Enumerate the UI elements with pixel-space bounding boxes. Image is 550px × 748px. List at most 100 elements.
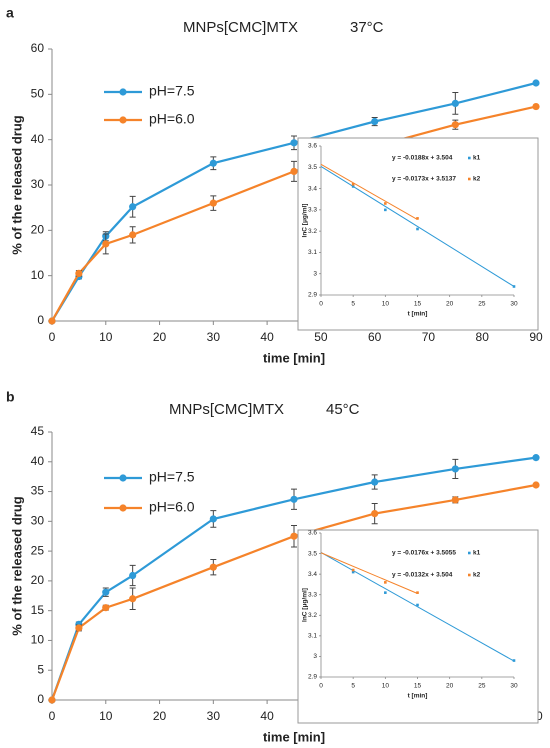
y-tick-label: 40: [31, 132, 45, 146]
panel-label: a: [6, 5, 14, 21]
legend-label: pH=6.0: [149, 111, 195, 127]
inset-legend-label: k2: [473, 572, 481, 579]
data-point: [451, 99, 459, 107]
y-tick-label: 10: [31, 268, 45, 282]
data-point: [129, 571, 137, 580]
inset-x-tick-label: 30: [510, 683, 518, 690]
inset-y-tick-label: 3.6: [308, 530, 317, 537]
x-tick-label: 40: [260, 330, 274, 344]
chart-title: MNPs[CMC]MTX: [183, 19, 298, 36]
inset-y-axis-label: lnC [μg/ml]: [302, 204, 309, 238]
inset-legend-label: k1: [473, 550, 481, 557]
inset-x-tick-label: 20: [446, 301, 454, 308]
x-tick-label: 10: [99, 330, 113, 344]
legend-marker: [119, 474, 127, 482]
inset-x-tick-label: 25: [478, 301, 486, 308]
inset-y-tick-label: 3.6: [308, 143, 317, 150]
inset-data-point: [416, 591, 419, 594]
inset-y-tick-label: 3: [313, 270, 317, 277]
inset-x-tick-label: 10: [382, 683, 390, 690]
data-point: [48, 696, 56, 704]
inset-y-tick-label: 3.1: [308, 633, 317, 640]
data-point: [129, 231, 137, 239]
legend-marker: [119, 88, 127, 96]
data-point: [290, 495, 298, 503]
y-tick-label: 20: [31, 573, 45, 587]
inset-equation: y = -0.0173x + 3.5137: [392, 176, 456, 183]
y-tick-label: 0: [37, 692, 44, 706]
inset-equation: y = -0.0132x + 3.504: [392, 572, 453, 579]
data-point: [102, 240, 110, 248]
data-point: [371, 509, 379, 518]
data-point: [532, 102, 540, 111]
inset-data-point: [416, 227, 419, 231]
y-tick-label: 20: [31, 223, 45, 237]
inset-x-tick-label: 5: [351, 683, 355, 690]
data-point: [102, 588, 110, 596]
inset-x-axis-label: t [min]: [408, 311, 428, 318]
x-tick-label: 80: [476, 330, 490, 344]
inset-legend-marker: [468, 551, 471, 555]
x-tick-label: 20: [153, 330, 167, 344]
inset-data-point: [512, 659, 516, 662]
x-tick-label: 0: [49, 709, 56, 723]
x-tick-label: 0: [49, 330, 56, 344]
data-point: [129, 595, 137, 603]
inset-x-tick-label: 5: [351, 301, 355, 308]
inset-x-tick-label: 15: [414, 683, 422, 690]
legend-label: pH=6.0: [149, 499, 195, 515]
x-tick-label: 60: [368, 330, 382, 344]
inset-x-tick-label: 10: [382, 301, 390, 308]
inset-data-point: [351, 185, 355, 188]
data-point: [371, 478, 379, 486]
inset-y-tick-label: 2.9: [308, 674, 317, 681]
y-tick-label: 40: [31, 454, 45, 468]
inset-y-tick-label: 3.3: [308, 207, 317, 214]
y-tick-label: 25: [31, 543, 45, 557]
chart-title: MNPs[CMC]MTX: [169, 401, 284, 418]
inset-data-point: [416, 603, 419, 607]
data-point: [209, 515, 217, 523]
inset-x-tick-label: 0: [319, 683, 323, 690]
inset-legend-label: k2: [473, 176, 481, 183]
inset-data-point: [351, 183, 355, 186]
data-point: [209, 563, 217, 571]
data-point: [371, 117, 379, 126]
x-tick-label: 40: [260, 709, 274, 723]
inset-data-point: [351, 570, 355, 574]
data-point: [532, 481, 540, 489]
inset-trendline-k2: [320, 552, 418, 594]
inset-y-tick-label: 3.3: [308, 591, 317, 598]
data-point: [209, 199, 217, 207]
y-tick-label: 30: [31, 514, 45, 528]
inset-frame: [297, 137, 539, 331]
x-tick-label: 70: [422, 330, 436, 344]
y-axis-label: % of the released drug: [9, 496, 24, 635]
inset-y-tick-label: 2.9: [308, 292, 317, 299]
inset-y-tick-label: 3.5: [308, 164, 317, 171]
y-tick-label: 10: [31, 633, 45, 647]
inset-y-tick-label: 3.1: [308, 249, 317, 256]
y-tick-label: 30: [31, 177, 45, 191]
data-point: [532, 79, 540, 87]
legend-label: pH=7.5: [149, 83, 195, 99]
inset-x-tick-label: 25: [478, 683, 486, 690]
inset-data-point: [384, 202, 387, 205]
inset-y-axis-label: lnC [μg/ml]: [302, 588, 309, 622]
inset-y-tick-label: 3.4: [308, 185, 317, 192]
x-tick-label: 30: [207, 709, 221, 723]
inset-y-tick-label: 3.2: [308, 612, 317, 619]
legend-label: pH=7.5: [149, 469, 195, 485]
inset-data-point: [416, 217, 419, 220]
y-tick-label: 15: [31, 603, 45, 617]
data-point: [290, 532, 298, 540]
y-tick-label: 50: [31, 87, 45, 101]
panel-label: b: [6, 389, 15, 405]
data-point: [532, 454, 540, 462]
inset-x-tick-label: 30: [510, 301, 518, 308]
y-tick-label: 45: [31, 424, 45, 438]
x-tick-label: 50: [314, 330, 328, 344]
data-point: [451, 496, 459, 504]
